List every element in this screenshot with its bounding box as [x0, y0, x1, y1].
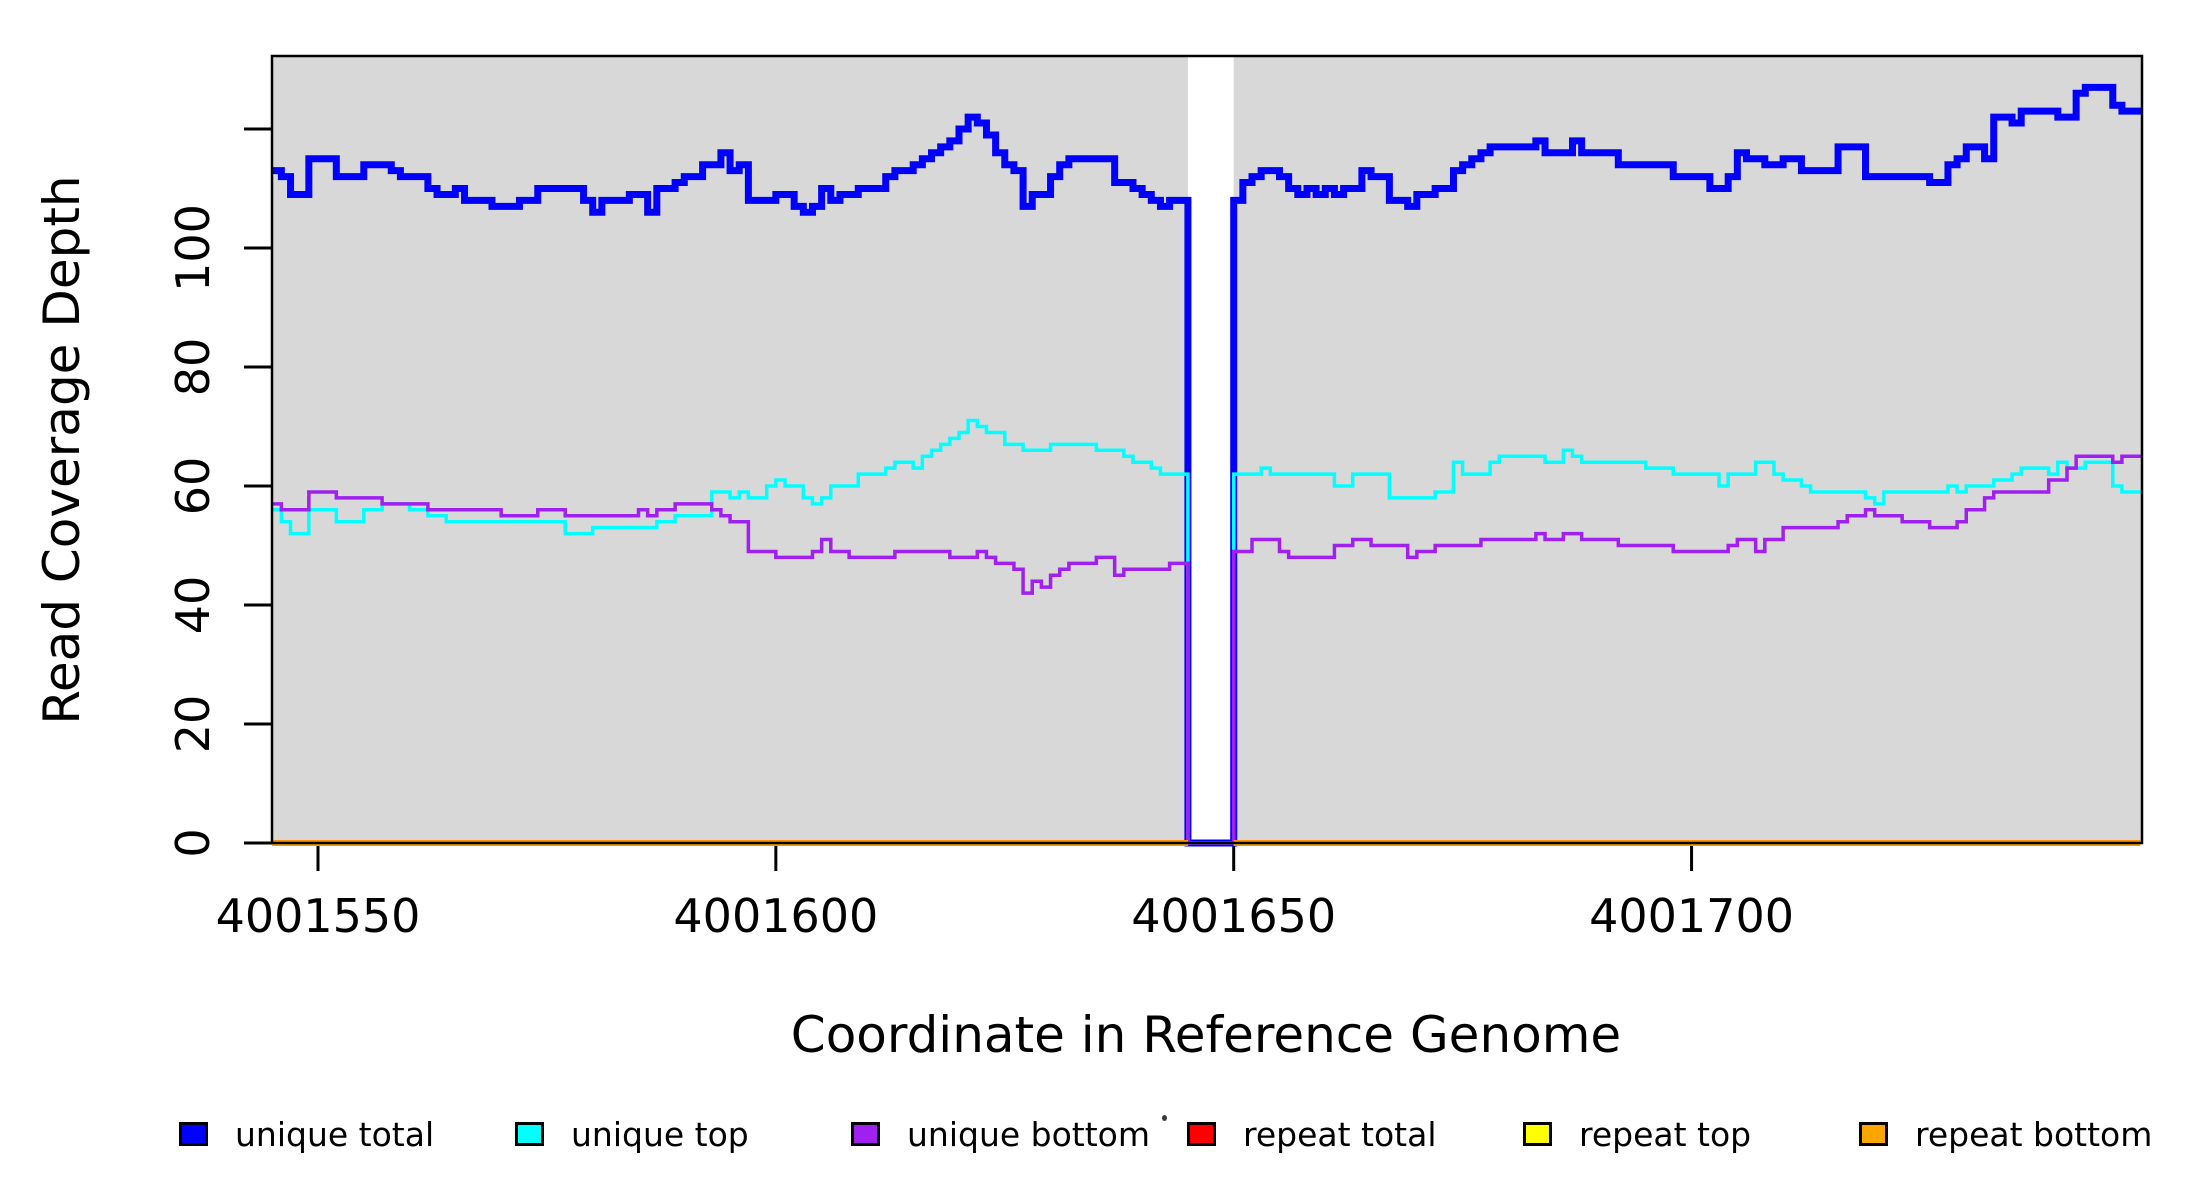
- y-tick-label: 60: [166, 457, 220, 516]
- x-axis-title: Coordinate in Reference Genome: [790, 1006, 1622, 1064]
- legend-item-unique-top: unique top: [515, 1112, 749, 1156]
- legend-swatch-unique-total: [179, 1122, 208, 1146]
- legend-item-repeat-total: repeat total: [1187, 1112, 1437, 1156]
- series-unique-top: [272, 418, 2142, 845]
- legend-item-repeat-top: repeat top: [1523, 1112, 1751, 1156]
- legend-item-unique-total: unique total: [179, 1112, 434, 1156]
- legend-label-unique-top: unique top: [571, 1114, 749, 1154]
- legend-swatch-unique-bottom: [851, 1122, 880, 1146]
- x-tick-label: 4001550: [216, 889, 421, 943]
- repeat-region-band: [1187, 56, 1234, 843]
- y-tick-label: 100: [166, 204, 220, 292]
- y-tick-label: 80: [166, 338, 220, 397]
- axis-ticks: [244, 127, 1694, 871]
- legend-swatch-repeat-top: [1523, 1122, 1552, 1146]
- stray-dot-artifact: [1162, 1115, 1167, 1121]
- legend-swatch-unique-top: [515, 1122, 544, 1146]
- legend-label-repeat-top: repeat top: [1579, 1114, 1752, 1154]
- legend-swatch-repeat-bottom: [1859, 1122, 1888, 1146]
- y-tick-label: 0: [166, 828, 220, 857]
- x-tick-label: 4001650: [1131, 889, 1336, 943]
- x-tick-label: 4001700: [1589, 889, 1794, 943]
- series-unique-total: [272, 83, 2142, 847]
- legend-label-unique-total: unique total: [235, 1114, 435, 1154]
- axis-tick-labels: 0 20 40 60 80 100 4001550 4001600 4001650 4001700: [166, 204, 1794, 943]
- y-tick-label: 40: [166, 576, 220, 635]
- legend-item-unique-bottom: unique bottom: [851, 1112, 1150, 1156]
- y-tick-label: 20: [166, 695, 220, 754]
- legend-label-repeat-bottom: repeat bottom: [1915, 1114, 2153, 1154]
- y-axis-title: Read Coverage Depth: [33, 175, 91, 725]
- panel-border: [270, 54, 2144, 845]
- x-tick-label: 4001600: [673, 889, 878, 943]
- legend-label-repeat-total: repeat total: [1243, 1114, 1437, 1154]
- legend-label-unique-bottom: unique bottom: [907, 1114, 1151, 1154]
- legend-swatch-repeat-total: [1187, 1122, 1216, 1146]
- legend-item-repeat-bottom: repeat bottom: [1859, 1112, 2152, 1156]
